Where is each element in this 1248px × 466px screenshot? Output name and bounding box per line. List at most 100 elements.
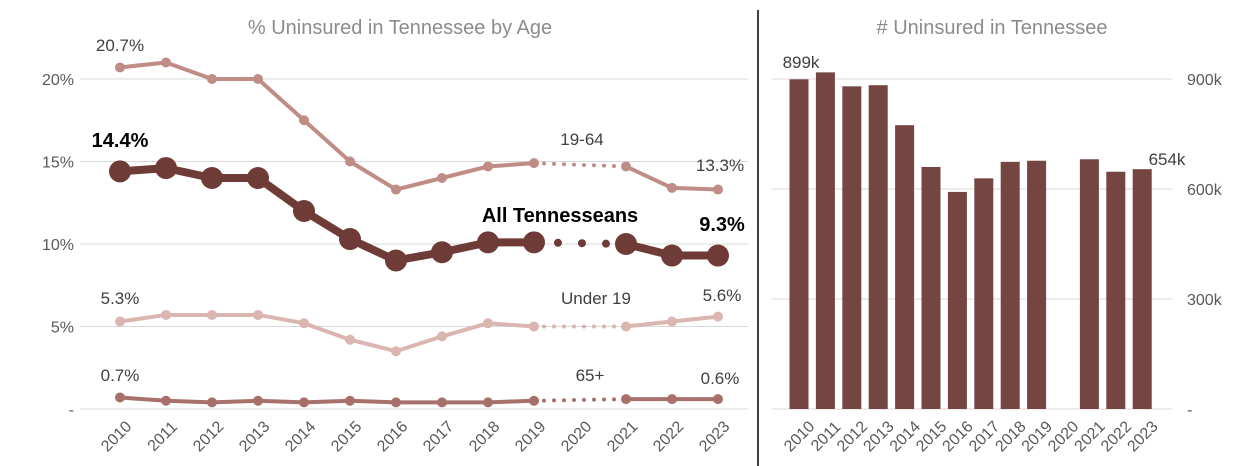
end-label-all: 9.3% xyxy=(699,214,745,236)
data-point xyxy=(345,156,355,167)
data-point xyxy=(161,309,171,320)
data-point xyxy=(529,158,539,169)
series-label-19-64: 19-64 xyxy=(560,130,603,149)
bar-2016 xyxy=(947,191,967,409)
start-label-19-64: 20.7% xyxy=(96,36,144,55)
series-line-under-19 xyxy=(118,312,536,354)
bar-2017 xyxy=(974,178,994,409)
bar-y-tick-label: - xyxy=(1187,402,1192,419)
data-point xyxy=(707,244,729,267)
data-point xyxy=(391,397,401,408)
data-point xyxy=(523,231,545,254)
data-point xyxy=(615,233,637,255)
line-chart-title: % Uninsured in Tennessee by Age xyxy=(248,17,552,39)
line-x-tick-label: 2014 xyxy=(282,418,319,455)
series-all-tennesseans xyxy=(109,157,729,272)
data-point xyxy=(299,318,309,329)
series-label-all: All Tennesseans xyxy=(482,205,638,227)
data-point xyxy=(667,182,677,193)
data-point xyxy=(247,167,269,189)
data-point xyxy=(437,331,447,342)
data-point xyxy=(339,228,361,251)
data-point xyxy=(293,200,315,222)
data-point xyxy=(483,318,493,329)
series-line-all-tennesseans xyxy=(116,164,538,265)
end-label-65: 0.6% xyxy=(701,369,740,388)
data-point xyxy=(299,397,309,408)
bar-2012 xyxy=(842,86,862,409)
line-x-tick-label: 2010 xyxy=(98,418,135,455)
line-x-tick-label: 2011 xyxy=(145,419,181,455)
data-point xyxy=(207,74,217,84)
series-gap-connector xyxy=(530,238,630,248)
series-line-19-64 xyxy=(118,60,536,192)
data-point xyxy=(437,397,447,408)
data-point xyxy=(713,311,723,322)
data-point xyxy=(483,161,493,172)
bar-chart: -300k600k900k201020112012201320142015201… xyxy=(772,53,1223,455)
data-point xyxy=(201,167,223,189)
series-19-64 xyxy=(115,57,723,195)
line-x-tick-label: 2013 xyxy=(236,418,273,455)
series-under-19 xyxy=(115,309,723,357)
bar-2014 xyxy=(895,125,915,410)
data-point xyxy=(621,394,631,405)
data-point xyxy=(115,392,125,403)
series-65 xyxy=(115,392,723,408)
data-point xyxy=(299,115,309,126)
line-x-tick-label: 2018 xyxy=(466,418,503,455)
data-point xyxy=(115,62,125,73)
bar-2023 xyxy=(1132,169,1152,409)
bar-2021 xyxy=(1079,159,1099,409)
data-point xyxy=(385,249,407,272)
bar-2015 xyxy=(921,166,941,409)
series-label-65: 65+ xyxy=(576,366,605,385)
data-point xyxy=(661,244,683,267)
series-gap-connector xyxy=(532,397,628,403)
start-label-all: 14.4% xyxy=(92,130,149,152)
data-point xyxy=(437,173,447,183)
data-point xyxy=(391,346,401,357)
bar-y-tick-label: 900k xyxy=(1187,72,1223,89)
line-x-tick-label: 2017 xyxy=(420,418,457,455)
line-x-tick-label: 2022 xyxy=(650,418,687,455)
bar-2022 xyxy=(1106,171,1126,409)
line-y-tick-label: 15% xyxy=(42,155,74,172)
line-x-tick-label: 2012 xyxy=(190,418,227,455)
end-label-19-64: 13.3% xyxy=(696,156,744,175)
bar-start-label: 899k xyxy=(783,53,820,72)
bar-2011 xyxy=(815,72,835,410)
bar-chart-title: # Uninsured in Tennessee xyxy=(877,17,1108,39)
line-x-tick-label: 2021 xyxy=(604,418,641,455)
bar-y-tick-label: 600k xyxy=(1187,182,1223,199)
series-label-under-19: Under 19 xyxy=(561,289,631,308)
line-x-tick-label: 2023 xyxy=(696,418,733,455)
start-label-under-19: 5.3% xyxy=(101,289,140,308)
data-point xyxy=(529,321,539,332)
data-point xyxy=(161,57,171,68)
line-chart: - 5% 10% 15% 20% 2010 2011 2012 2013 2014 2015 2016… xyxy=(42,36,748,455)
line-y-tick-label: 5% xyxy=(51,320,74,337)
data-point xyxy=(667,394,677,405)
data-point xyxy=(207,309,217,320)
line-x-tick-label: 2019 xyxy=(512,418,549,455)
bar-2013 xyxy=(868,85,888,409)
data-point xyxy=(253,309,263,320)
data-point xyxy=(431,241,453,264)
data-point xyxy=(713,184,723,195)
data-point xyxy=(155,157,177,180)
data-point xyxy=(477,231,499,254)
bar-x-tick-label: 2023 xyxy=(1124,418,1161,455)
bar-2019 xyxy=(1027,160,1047,409)
line-y-tick-label: - xyxy=(69,402,74,419)
bar-y-tick-label: 300k xyxy=(1187,292,1223,309)
data-point xyxy=(253,395,263,406)
data-point xyxy=(621,321,631,332)
start-label-65: 0.7% xyxy=(101,366,140,385)
series-gap-connector xyxy=(532,161,628,169)
data-point xyxy=(713,394,723,405)
data-point xyxy=(667,316,677,327)
data-point xyxy=(207,397,217,408)
